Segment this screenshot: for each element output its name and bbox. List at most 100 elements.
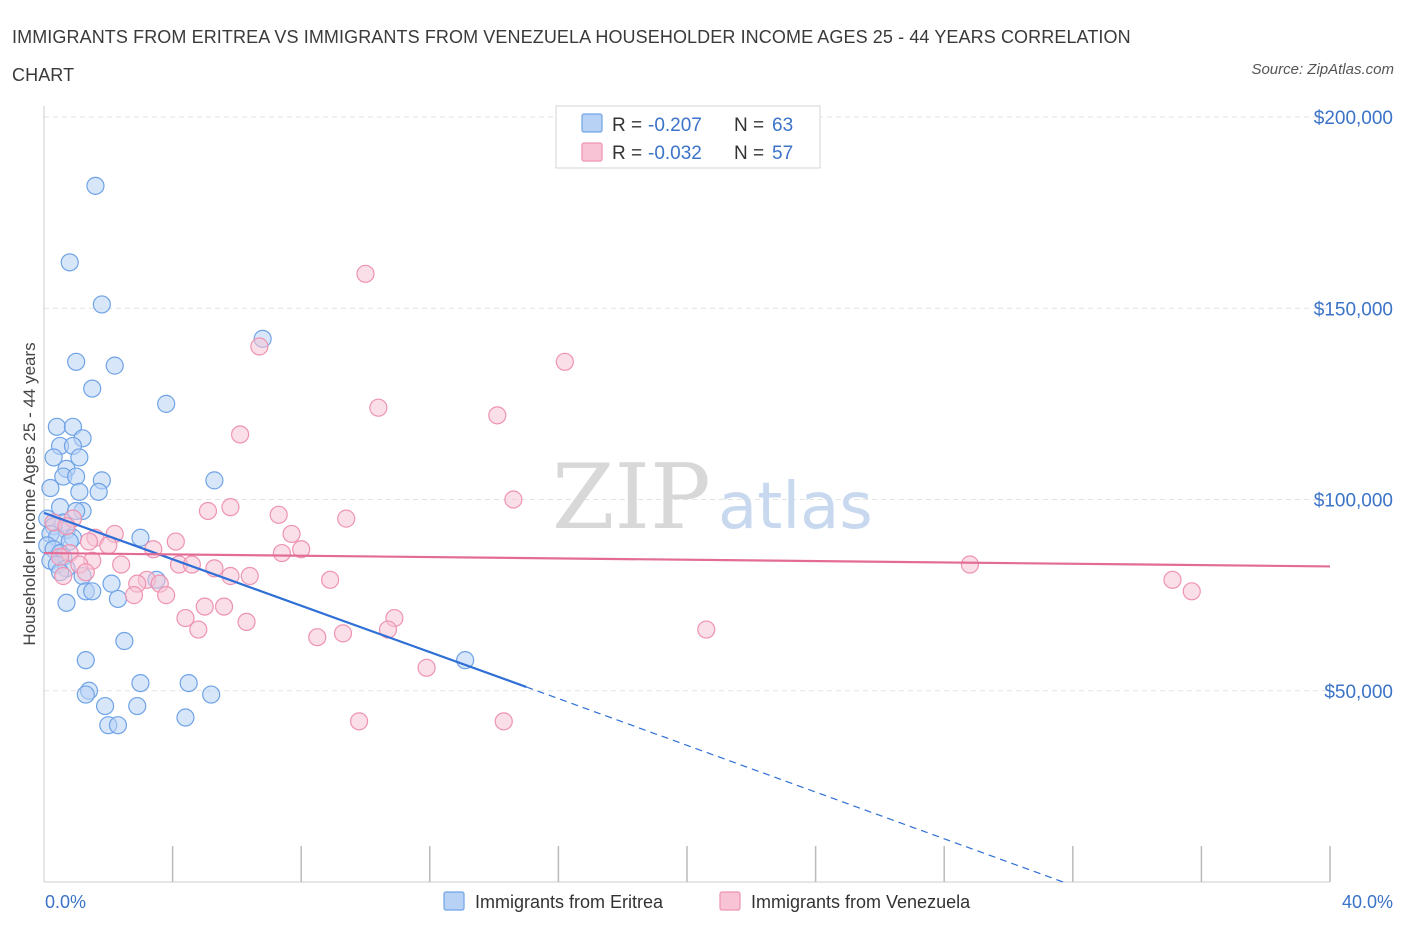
venezuela-point xyxy=(494,712,513,731)
venezuela-point xyxy=(269,505,288,524)
venezuela-point xyxy=(369,398,388,417)
venezuela-point xyxy=(292,540,311,559)
bottom-legend-label-eritrea: Immigrants from Eritrea xyxy=(475,892,664,912)
legend-swatch-eritrea xyxy=(581,113,603,133)
eritrea-point xyxy=(128,696,147,716)
venezuela-point xyxy=(189,620,208,639)
gridlines xyxy=(44,116,1330,692)
eritrea-point xyxy=(41,478,60,498)
chart-title: IMMIGRANTS FROM ERITREA VS IMMIGRANTS FR… xyxy=(12,27,1131,85)
venezuela-point xyxy=(321,570,340,589)
legend-box: R = -0.207 N = 63 R = -0.032 N = 57 xyxy=(555,105,821,169)
eritrea-point xyxy=(60,253,79,272)
venezuela-point xyxy=(157,586,176,605)
legend-r-value-eritrea: -0.207 xyxy=(648,115,702,136)
venezuela-point xyxy=(214,597,234,616)
legend-n-label-venezuela: N = xyxy=(734,143,764,164)
venezuela-point xyxy=(333,624,353,643)
bottom-legend: Immigrants from Eritrea Immigrants from … xyxy=(443,891,971,912)
venezuela-point xyxy=(697,620,716,639)
source-label: Source: ZipAtlas.com xyxy=(1251,61,1394,78)
eritrea-point xyxy=(76,651,95,670)
venezuela-point xyxy=(112,555,131,574)
eritrea-point xyxy=(102,574,121,593)
eritrea-point xyxy=(83,582,102,601)
venezuela-point xyxy=(79,532,99,551)
y-tick-label: $50,000 xyxy=(1324,682,1393,703)
x-tick-label-max: 40.0% xyxy=(1342,892,1393,912)
eritrea-point xyxy=(115,631,134,651)
eritrea-point xyxy=(89,482,108,501)
series-eritrea-points xyxy=(38,176,475,735)
eritrea-point xyxy=(47,417,66,436)
venezuela-point xyxy=(356,264,375,283)
legend-swatch-venezuela xyxy=(581,142,603,162)
eritrea-point xyxy=(67,467,86,486)
eritrea-point xyxy=(176,708,195,727)
venezuela-point xyxy=(282,524,301,544)
eritrea-point xyxy=(95,696,115,716)
bottom-legend-swatch-venezuela xyxy=(719,891,741,911)
eritrea-point xyxy=(92,295,111,314)
trend-lines xyxy=(43,511,1331,883)
bottom-legend-label-venezuela: Immigrants from Venezuela xyxy=(751,892,971,912)
venezuela-point xyxy=(417,658,436,677)
y-axis-label: Householder Income Ages 25 - 44 years xyxy=(20,342,39,645)
venezuela-point xyxy=(504,490,523,509)
venezuela-point xyxy=(337,509,356,528)
trend-line-venezuela xyxy=(43,551,1331,568)
venezuela-point xyxy=(555,352,574,371)
legend-n-value-venezuela: 57 xyxy=(772,143,793,164)
venezuela-point xyxy=(195,597,214,616)
venezuela-point xyxy=(488,406,507,425)
eritrea-point xyxy=(108,716,128,735)
venezuela-point xyxy=(272,543,292,563)
venezuela-point xyxy=(166,532,185,551)
venezuela-point xyxy=(76,563,95,582)
eritrea-point xyxy=(57,593,76,612)
venezuela-point xyxy=(1163,570,1182,589)
venezuela-point xyxy=(99,536,118,555)
watermark: ZIP atlas xyxy=(552,445,873,550)
y-tick-labels: $50,000 $100,000 $150,000 $200,000 xyxy=(1314,108,1393,703)
eritrea-point xyxy=(179,673,198,693)
venezuela-point xyxy=(1182,582,1201,601)
eritrea-point xyxy=(70,448,89,467)
eritrea-point xyxy=(205,471,224,490)
eritrea-point xyxy=(86,176,105,195)
venezuela-point xyxy=(250,337,269,356)
legend-n-value-eritrea: 63 xyxy=(772,115,793,136)
eritrea-point xyxy=(105,356,124,375)
y-tick-label: $200,000 xyxy=(1314,108,1393,129)
venezuela-point xyxy=(124,586,144,605)
trend-line-eritrea xyxy=(43,511,527,688)
legend-n-label-eritrea: N = xyxy=(734,115,764,136)
venezuela-point xyxy=(50,547,70,566)
eritrea-point xyxy=(202,685,221,704)
y-tick-label: $150,000 xyxy=(1314,299,1393,320)
watermark-zip: ZIP xyxy=(552,445,711,550)
legend-r-value-venezuela: -0.032 xyxy=(648,143,702,164)
eritrea-point xyxy=(131,673,150,693)
series-venezuela-points xyxy=(44,264,1201,731)
venezuela-point xyxy=(176,608,195,628)
venezuela-point xyxy=(54,566,73,586)
bottom-legend-swatch-eritrea xyxy=(443,891,465,911)
eritrea-point xyxy=(157,394,176,413)
venezuela-point xyxy=(198,501,218,521)
venezuela-point xyxy=(960,555,980,574)
venezuela-point xyxy=(308,628,327,647)
venezuela-point xyxy=(221,498,240,517)
trend-line-eritrea-extension xyxy=(526,686,1064,883)
eritrea-point xyxy=(131,528,150,547)
x-tick-label-min: 0.0% xyxy=(45,892,86,912)
venezuela-point xyxy=(231,425,250,444)
eritrea-point xyxy=(83,379,102,398)
eritrea-point xyxy=(44,448,63,467)
venezuela-point xyxy=(237,612,256,632)
venezuela-point xyxy=(240,566,259,586)
venezuela-point xyxy=(349,712,369,731)
y-tick-label: $100,000 xyxy=(1314,491,1393,512)
watermark-atlas: atlas xyxy=(718,470,873,544)
